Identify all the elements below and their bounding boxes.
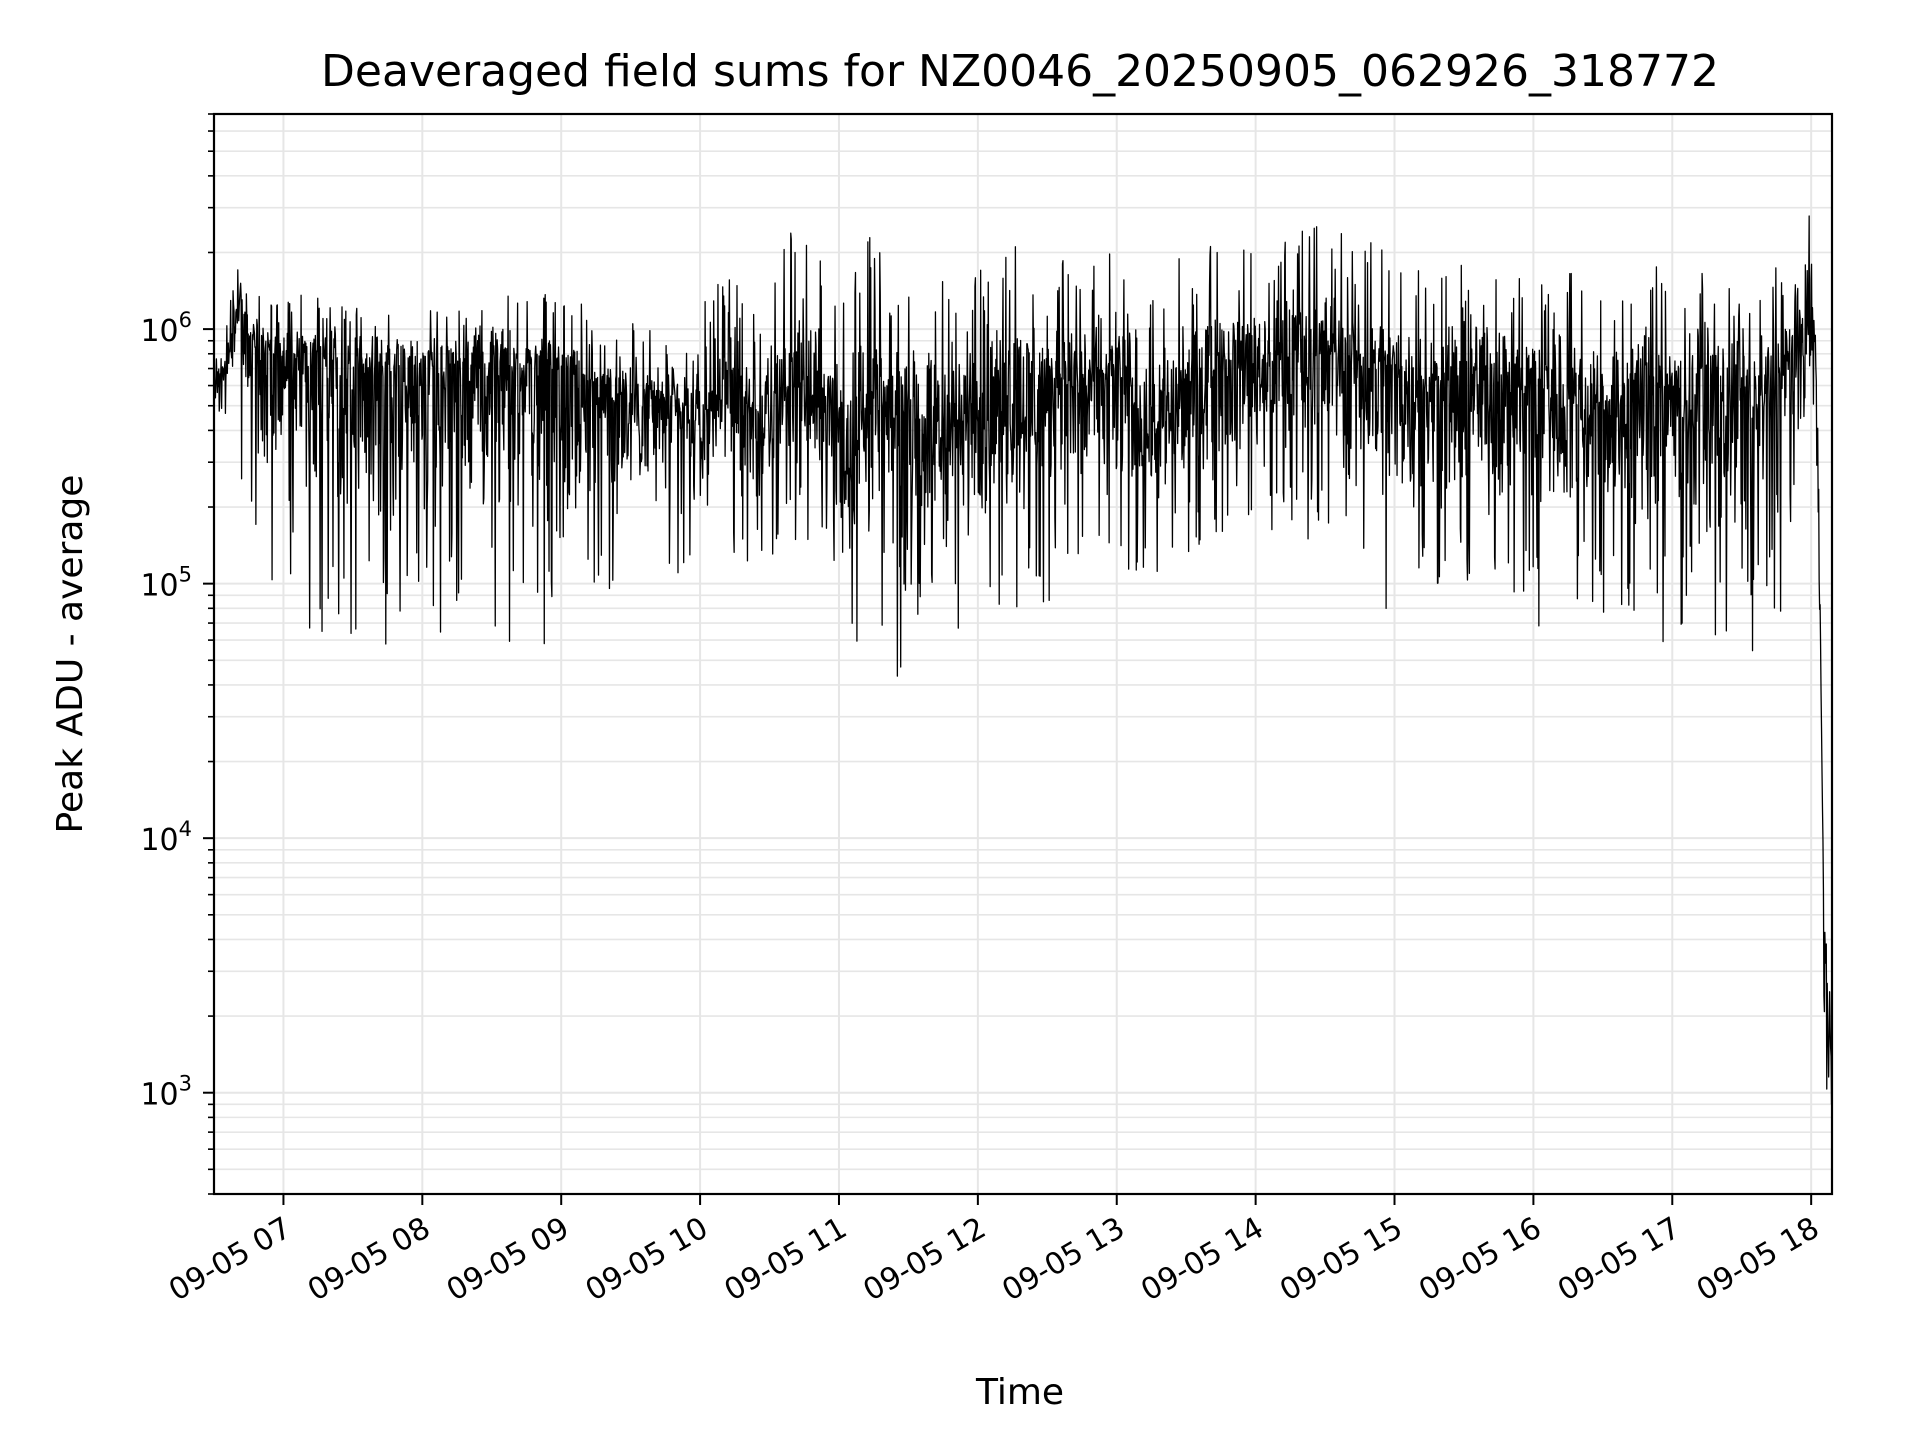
y-tick-label: 105 — [140, 563, 192, 604]
series-polyline — [213, 215, 1833, 1105]
series-line — [213, 215, 1833, 1105]
y-tick-label: 103 — [140, 1072, 192, 1113]
plot-frame — [212, 112, 1834, 1196]
chart-title: Deaveraged field sums for NZ0046_2025090… — [321, 46, 1719, 97]
grid — [214, 113, 1832, 1195]
y-axis: 103 104 105 106 — [140, 113, 214, 1195]
y-axis-title: Peak ADU - average — [50, 475, 91, 834]
y-tick-label: 104 — [140, 817, 192, 858]
y-tick-label: 106 — [140, 308, 192, 349]
x-axis-title: Time — [975, 1372, 1064, 1413]
